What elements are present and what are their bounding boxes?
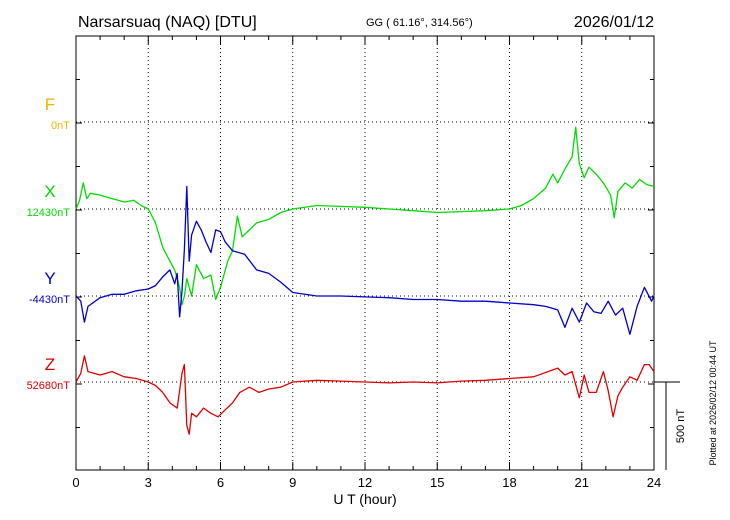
x-tick-label: 21 [575,475,589,490]
plotted-footnote: Plotted at 2026/02/12 00:44 UT [708,340,718,466]
series-labels: F 0nT X 12430nT Y -4430nT Z 52680nT [27,95,71,392]
series-name-f: F [45,95,55,114]
trace-z [75,355,655,435]
x-tick-label: 18 [502,475,516,490]
x-tick-label: 15 [430,475,444,490]
axis-ticks [75,36,655,470]
series-baseline-f: 0nT [51,120,70,132]
scale-bar-label: 500 nT [675,409,687,444]
series-name-y: Y [44,269,55,288]
series-name-z: Z [45,355,55,374]
x-tick-label: 0 [72,475,79,490]
series-baseline-y: -4430nT [29,294,70,306]
series-group [75,126,655,435]
x-tick-labels: 0 3 6 9 12 15 18 21 24 [72,475,661,490]
series-name-x: X [44,182,55,201]
x-axis-label: U T (hour) [333,491,396,507]
station-title: Narsarsuaq (NAQ) [DTU] [78,14,257,31]
grid [76,36,654,470]
trace-y [75,185,655,335]
x-tick-label: 9 [289,475,296,490]
x-tick-label: 24 [647,475,661,490]
series-baseline-x: 12430nT [27,207,71,219]
scale-bar: 500 nT [654,381,687,470]
x-tick-label: 3 [145,475,152,490]
geographic-coords: GG ( 61.16°, 314.56°) [366,17,473,29]
x-tick-label: 6 [217,475,224,490]
series-baseline-z: 52680nT [27,380,71,392]
trace-x [75,126,655,306]
plot-date: 2026/01/12 [574,14,654,31]
x-tick-label: 12 [358,475,372,490]
